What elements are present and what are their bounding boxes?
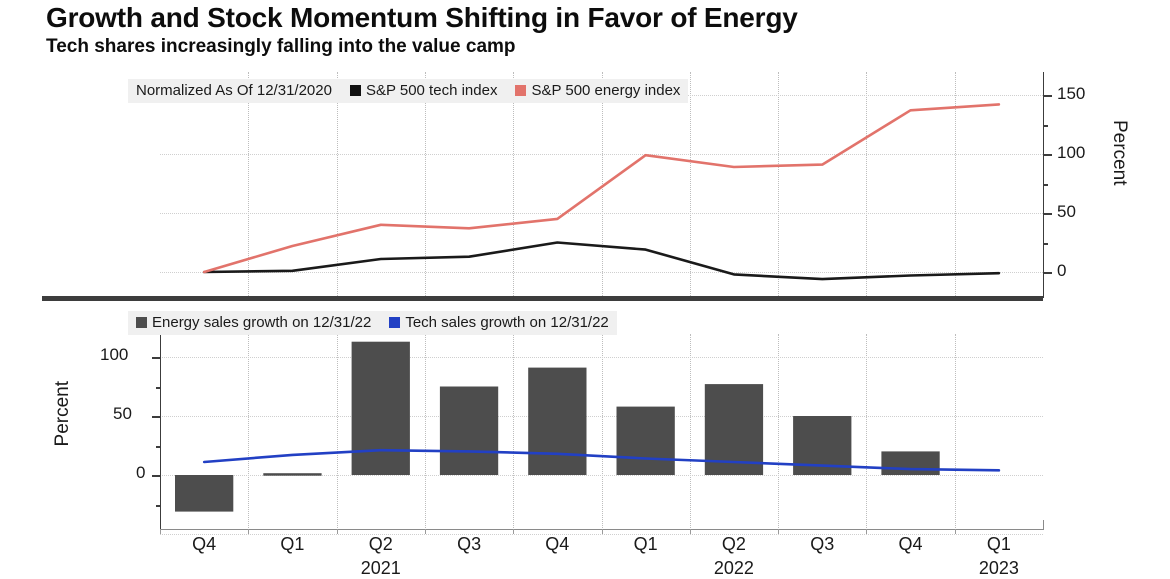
y-tick-label: 100 (100, 345, 129, 364)
gridline-vertical (424, 72, 427, 296)
x-minor-tick (689, 529, 691, 534)
page-subtitle: Tech shares increasingly falling into th… (46, 36, 516, 57)
x-minor-tick (954, 529, 956, 534)
y-tick-label: 0 (136, 463, 146, 482)
y-tick (152, 416, 161, 418)
y-minor-tick (1043, 183, 1048, 186)
y-tick-label: 150 (1057, 84, 1086, 103)
y-tick (152, 475, 161, 477)
bottom-chart-right-spine (1043, 520, 1044, 530)
x-axis-tick-label: Q3 (810, 534, 835, 554)
bottom-chart-plot-area (160, 334, 1043, 535)
x-axis-tick-label: Q2 (721, 534, 746, 554)
gridline-horizontal (160, 416, 1043, 417)
y-tick-label: 50 (1057, 202, 1076, 221)
y-minor-tick (1043, 124, 1048, 127)
page-title: Growth and Stock Momentum Shifting in Fa… (46, 2, 798, 33)
x-minor-tick (248, 529, 250, 534)
gridline-horizontal (160, 357, 1043, 358)
x-axis-tick-label: Q4 (192, 534, 217, 554)
gridline-vertical (336, 334, 339, 528)
legend-item-tech-sales[interactable]: Tech sales growth on 12/31/22 (389, 314, 609, 331)
x-axis-tick-label: Q3 (457, 534, 482, 554)
gridline-vertical (336, 72, 339, 296)
gridline-vertical (689, 72, 692, 296)
gridline-horizontal (160, 154, 1043, 155)
gridline-horizontal (160, 534, 1043, 535)
bottom-chart-legend: Energy sales growth on 12/31/22 Tech sal… (128, 311, 617, 335)
y-tick (1043, 95, 1052, 97)
gridline-vertical (954, 334, 957, 528)
legend-item-tech-index[interactable]: S&P 500 tech index (349, 82, 497, 99)
top-chart-axis-title: Percent (1109, 120, 1130, 186)
x-minor-tick (336, 529, 338, 534)
y-tick (152, 357, 161, 359)
y-tick (1043, 272, 1052, 274)
x-axis-tick-label: Q1 (633, 534, 658, 554)
gridline-vertical (248, 334, 250, 528)
x-minor-tick (513, 529, 515, 534)
x-axis-year-label: 2022 (713, 558, 754, 578)
top-chart-legend: Normalized As Of 12/31/2020 S&P 500 tech… (128, 79, 689, 103)
gridline-vertical (689, 334, 692, 528)
legend-swatch-energy-sales (136, 317, 147, 328)
gridline-horizontal (160, 475, 1043, 476)
y-minor-tick (156, 504, 161, 507)
legend-swatch-tech-index (349, 85, 361, 96)
gridline-vertical (866, 72, 868, 296)
y-tick-label: 0 (1057, 261, 1067, 280)
x-axis-tick-label: Q1 (280, 534, 305, 554)
x-minor-tick (160, 529, 161, 534)
gridline-vertical (954, 72, 957, 296)
legend-item-energy-sales[interactable]: Energy sales growth on 12/31/22 (136, 314, 371, 331)
top-chart-plot-area (160, 72, 1043, 296)
x-minor-tick (866, 529, 868, 534)
x-axis-tick-label: Q4 (898, 534, 923, 554)
y-tick-label: 50 (113, 404, 132, 423)
gridline-horizontal (160, 213, 1043, 214)
x-axis-year-label: 2023 (978, 558, 1019, 578)
y-minor-tick (156, 386, 161, 389)
bottom-chart-y-axis-spine (160, 334, 161, 530)
gridline-vertical (513, 72, 515, 296)
panel-divider (42, 296, 1043, 301)
bottom-chart-axis-title: Percent (52, 381, 73, 447)
gridline-vertical (778, 72, 780, 296)
gridline-horizontal (160, 272, 1043, 273)
x-axis-tick-label: Q1 (986, 534, 1011, 554)
x-minor-tick (601, 529, 603, 534)
x-minor-tick (778, 529, 780, 534)
x-minor-tick (424, 529, 426, 534)
gridline-vertical (248, 72, 250, 296)
gridline-vertical (866, 334, 868, 528)
x-axis-tick-label: Q4 (545, 534, 570, 554)
y-tick-label: 100 (1057, 143, 1086, 162)
x-axis-year-label: 2021 (360, 558, 401, 578)
y-tick (1043, 154, 1052, 156)
x-axis-tick-label: Q2 (368, 534, 393, 554)
y-tick (1043, 213, 1052, 215)
legend-note: Normalized As Of 12/31/2020 (136, 82, 332, 99)
gridline-vertical (424, 334, 427, 528)
gridline-vertical (513, 334, 515, 528)
gridline-vertical (601, 334, 604, 528)
legend-swatch-energy-index (515, 85, 527, 96)
legend-item-energy-index[interactable]: S&P 500 energy index (515, 82, 680, 99)
legend-swatch-tech-sales (389, 317, 401, 328)
y-minor-tick (156, 445, 161, 448)
gridline-vertical (778, 334, 780, 528)
gridline-vertical (601, 72, 604, 296)
y-minor-tick (1043, 242, 1048, 245)
